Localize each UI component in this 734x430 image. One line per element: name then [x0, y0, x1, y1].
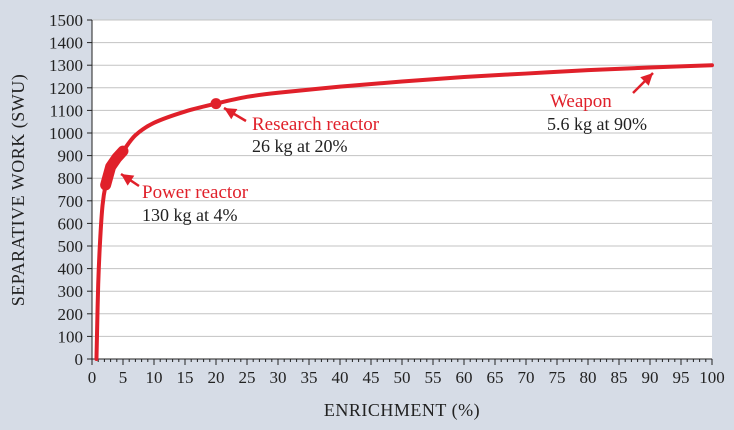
research-reactor-point	[210, 98, 222, 110]
y-tick-label: 200	[58, 305, 84, 324]
x-tick-label: 0	[88, 368, 97, 387]
x-tick-label: 50	[394, 368, 411, 387]
y-tick-labels: 0 100 200 300 400 500 600 700 800 900 1000 1100 1200…	[49, 11, 83, 369]
y-tick-label: 900	[58, 147, 84, 166]
weapon-label: Weapon	[550, 91, 612, 112]
y-tick-label: 1500	[49, 11, 83, 30]
power-reactor-label: Power reactor	[142, 182, 249, 203]
x-tick-label: 10	[146, 368, 163, 387]
axes	[87, 19, 713, 365]
enrichment-curve	[94, 63, 714, 361]
x-tick-label: 40	[332, 368, 349, 387]
y-tick-label: 800	[58, 169, 84, 188]
y-tick-label: 300	[58, 282, 84, 301]
y-tick-label: 400	[58, 260, 84, 279]
plot-area	[92, 20, 712, 359]
x-tick-label: 75	[549, 368, 566, 387]
research-reactor-detail: 26 kg at 20%	[252, 136, 347, 156]
x-tick-label: 70	[518, 368, 535, 387]
weapon-detail: 5.6 kg at 90%	[547, 114, 647, 134]
y-tick-label: 1200	[49, 79, 83, 98]
x-tick-labels: 0 5 10 15 20 25 30 35 40 45 50 55 60 65 70 75 80 85 90 95 10…	[88, 368, 725, 387]
x-tick-label: 15	[177, 368, 194, 387]
x-tick-label: 25	[239, 368, 256, 387]
x-tick-label: 60	[456, 368, 473, 387]
x-tick-label: 65	[487, 368, 504, 387]
y-tick-label: 0	[75, 350, 84, 369]
y-tick-label: 1100	[50, 101, 83, 120]
series	[94, 63, 714, 361]
y-tick-label: 700	[58, 192, 84, 211]
x-tick-label: 85	[611, 368, 628, 387]
y-tick-label: 1400	[49, 34, 83, 53]
y-axis-title: SEPARATIVE WORK (SWU)	[8, 74, 29, 307]
research-reactor-arrow-head	[224, 108, 238, 120]
power-reactor-arrow-head	[121, 174, 135, 186]
y-tick-label: 600	[58, 214, 84, 233]
y-tick-label: 1000	[49, 124, 83, 143]
research-reactor-label: Research reactor	[252, 114, 380, 135]
x-tick-label: 80	[580, 368, 597, 387]
x-tick-label: 5	[119, 368, 128, 387]
x-tick-label: 90	[642, 368, 659, 387]
grid-lines	[92, 19, 712, 337]
x-tick-label: 100	[699, 368, 725, 387]
y-tick-label: 1300	[49, 56, 83, 75]
y-tick-label: 500	[58, 237, 84, 256]
x-tick-label: 95	[673, 368, 690, 387]
x-tick-label: 55	[425, 368, 442, 387]
x-tick-label: 35	[301, 368, 318, 387]
weapon-arrow-head	[640, 73, 653, 86]
x-axis-title: ENRICHMENT (%)	[324, 400, 480, 421]
y-tick-label: 100	[58, 327, 84, 346]
x-tick-label: 30	[270, 368, 287, 387]
x-tick-label: 45	[363, 368, 380, 387]
power-reactor-range	[100, 145, 129, 191]
x-tick-label: 20	[208, 368, 225, 387]
power-reactor-detail: 130 kg at 4%	[142, 205, 237, 225]
